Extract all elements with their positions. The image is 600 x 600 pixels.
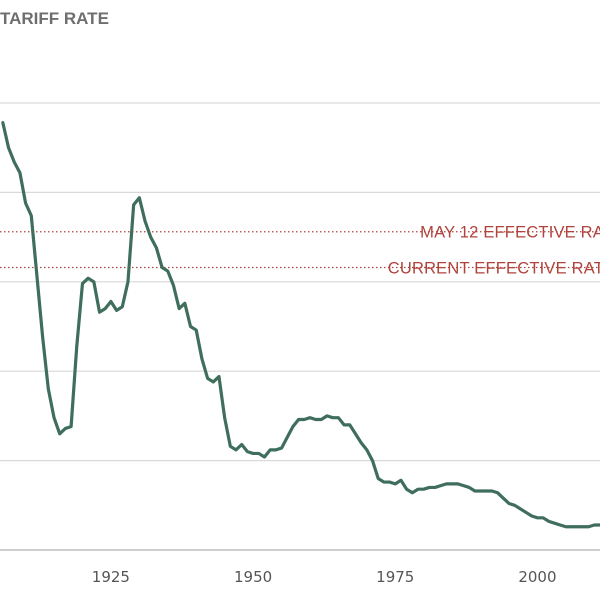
x-tick-label: 1950 [234,568,272,586]
x-tick-label: 1925 [92,568,130,586]
reference-lines: MAY 12 EFFECTIVE RA CURRENT EFFECTIVE RAT [0,224,600,277]
chart-title: TARIFF RATE [0,9,109,28]
x-tick-label: 1975 [376,568,414,586]
x-tick-label: 2000 [518,568,556,586]
reference-line-label: MAY 12 EFFECTIVE RA [420,224,600,242]
tariff-rate-series-line [1,121,600,529]
reference-line-label: CURRENT EFFECTIVE RAT [388,259,600,277]
series-group [1,121,600,529]
gridlines [0,102,600,551]
x-axis-ticks: 1925 1950 1975 2000 [92,568,557,586]
